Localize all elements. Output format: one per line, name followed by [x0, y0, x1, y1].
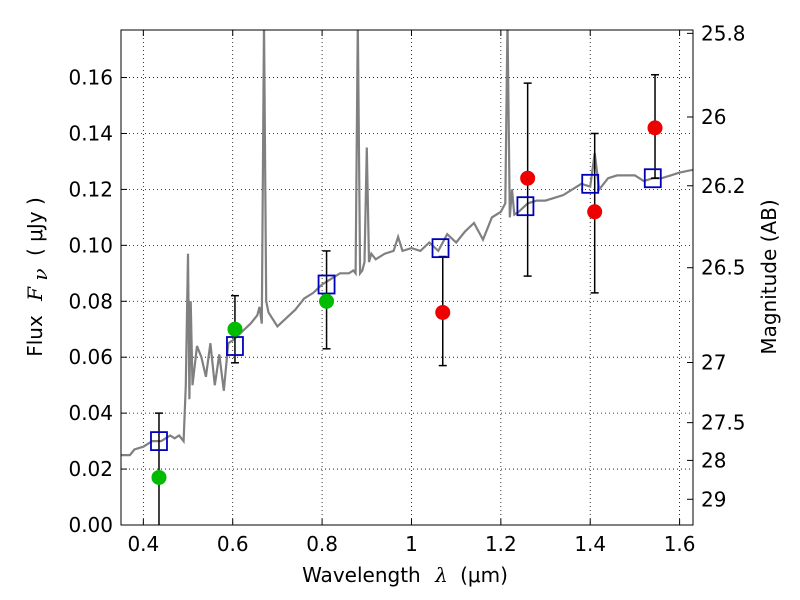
- y2-axis-ticks: 25.8 26 26.2 26.5 27 27.5 28 29: [687, 21, 746, 511]
- observed-points: [151, 120, 663, 485]
- x-axis-label: Wavelength λ (μm): [302, 563, 508, 587]
- y-tick-label: 0.12: [68, 177, 113, 201]
- y-tick-label: 0.10: [68, 233, 113, 257]
- y-tick-label: 0.14: [68, 121, 113, 145]
- y2-tick-label: 27.5: [701, 411, 746, 435]
- y-axis-label: Flux F ν ( μJy ): [23, 197, 52, 357]
- observed-point: [587, 204, 603, 220]
- model-photometry-square: [150, 431, 168, 452]
- grid: [121, 30, 693, 525]
- model-photometry-squares: [150, 168, 662, 452]
- x-tick-label: 0.4: [127, 532, 159, 556]
- model-photometry-square: [431, 238, 450, 259]
- model-photometry-square: [643, 168, 662, 189]
- y2-axis-label: Magnitude (AB): [757, 199, 781, 354]
- x-axis-ticks: 0.4 0.6 0.8 1 1.2 1.4 1.6: [127, 30, 696, 556]
- y2-tick-label: 26.5: [701, 256, 746, 280]
- x-tick-label: 1: [405, 532, 418, 556]
- model-photometry-square: [317, 274, 336, 295]
- observed-point: [319, 293, 335, 309]
- y2-tick-label: 25.8: [701, 21, 746, 45]
- y2-tick-label: 26: [701, 105, 726, 129]
- y-tick-label: 0.08: [68, 289, 113, 313]
- model-photometry-square: [516, 196, 535, 217]
- spectrum-line: [121, 30, 693, 457]
- observed-point: [520, 170, 536, 186]
- model-photometry-square: [581, 173, 600, 194]
- y-tick-label: 0.02: [68, 457, 113, 481]
- plot-frame: [120, 29, 694, 526]
- model-photometry-square: [226, 336, 244, 356]
- observed-point: [435, 304, 451, 320]
- x-tick-label: 1.6: [664, 532, 696, 556]
- y2-tick-label: 26.2: [701, 174, 746, 198]
- y-tick-label: 0.04: [68, 401, 113, 425]
- observed-point: [227, 321, 243, 337]
- y-tick-label: 0.00: [68, 513, 113, 537]
- y-tick-label: 0.16: [68, 66, 113, 90]
- observed-point: [151, 469, 167, 485]
- y2-tick-label: 28: [701, 448, 726, 472]
- x-tick-label: 1.2: [485, 532, 517, 556]
- error-bars: [154, 73, 660, 525]
- x-tick-label: 0.8: [306, 532, 338, 556]
- x-tick-label: 1.4: [574, 532, 606, 556]
- y2-tick-label: 27: [701, 351, 726, 375]
- y-axis-ticks: 0.00 0.02 0.04 0.06 0.08 0.10 0.12 0.14 0.16: [68, 66, 127, 537]
- x-tick-label: 0.6: [217, 532, 249, 556]
- y2-tick-label: 29: [701, 487, 726, 511]
- observed-point: [647, 120, 663, 136]
- y-tick-label: 0.06: [68, 345, 113, 369]
